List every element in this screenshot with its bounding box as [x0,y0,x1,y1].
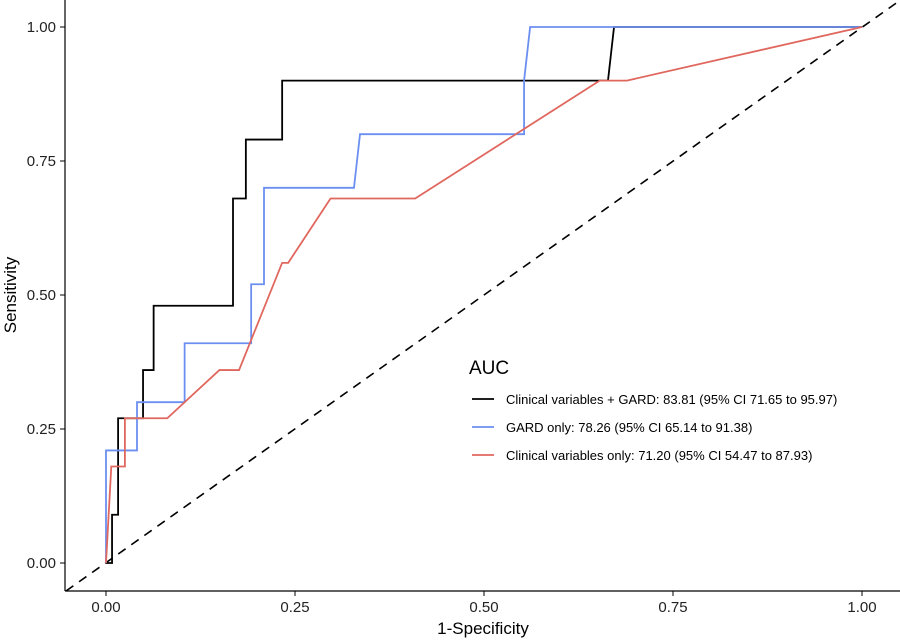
y-tick-label: 1.00 [27,19,56,36]
x-axis-label: 1-Specificity [437,619,529,638]
legend-label: GARD only: 78.26 (95% CI 65.14 to 91.38) [506,420,752,435]
x-tick-label: 0.00 [91,599,120,616]
plot-area [65,0,900,592]
x-axis-ticks: 0.00 0.25 0.50 0.75 1.00 [91,591,877,616]
legend-title: AUC [469,358,509,379]
y-tick-label: 0.25 [27,421,56,438]
roc-curve-1 [106,26,862,564]
legend: AUC Clinical variables + GARD: 83.81 (95… [469,358,837,463]
reference-diagonal-line [65,0,900,592]
y-axis-label: Sensitivity [1,256,20,333]
y-tick-label: 0.75 [27,153,56,170]
legend-label: Clinical variables + GARD: 83.81 (95% CI… [506,392,837,407]
legend-label: Clinical variables only: 71.20 (95% CI 5… [506,448,812,463]
x-tick-label: 0.50 [469,599,498,616]
y-axis-ticks: 0.00 0.25 0.50 0.75 1.00 [27,19,65,572]
y-tick-label: 0.50 [27,287,56,304]
x-tick-label: 1.00 [847,599,876,616]
roc-curve-2 [105,26,862,563]
roc-curve-3 [105,26,863,564]
y-tick-label: 0.00 [27,555,56,572]
x-tick-label: 0.25 [280,599,309,616]
x-tick-label: 0.75 [658,599,687,616]
